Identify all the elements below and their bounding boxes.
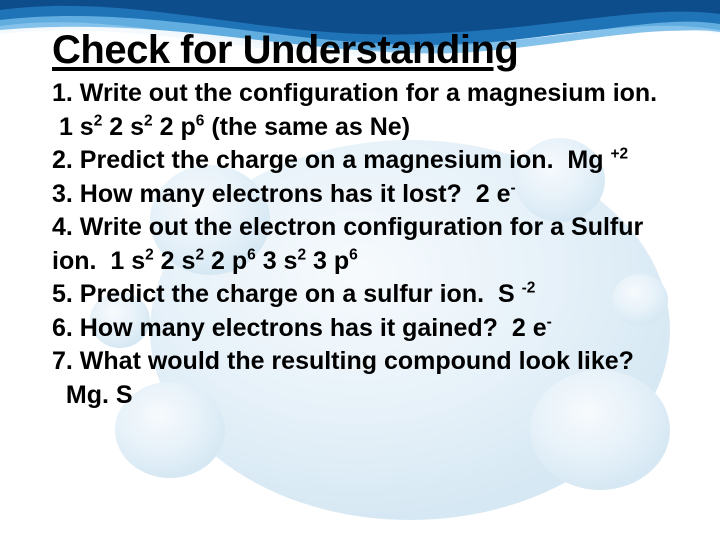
q3-text: 3. How many electrons has it lost? — [52, 180, 462, 208]
q2-text: 2. Predict the charge on a magnesium ion… — [52, 146, 554, 174]
slide-title: Check for Understanding — [52, 28, 684, 73]
q5-answer: S -2 — [491, 280, 535, 308]
q1-answer: 1 s2 2 s2 2 p6 (the same as Ne) — [52, 113, 410, 141]
q4-answer: 1 s2 2 s2 2 p6 3 s2 3 p6 — [103, 247, 357, 275]
q7-text: 7. What would the resulting compound loo… — [52, 347, 634, 375]
q6-text: 6. How many electrons has it gained? — [52, 314, 498, 342]
q1-text: 1. Write out the configuration for a mag… — [52, 79, 657, 107]
q5-text: 5. Predict the charge on a sulfur ion. — [52, 280, 484, 308]
q7-answer: Mg. S — [52, 381, 133, 409]
q3-answer: 2 e- — [469, 180, 516, 208]
q6-answer: 2 e- — [505, 314, 552, 342]
q2-answer: Mg +2 — [560, 146, 628, 174]
slide-body: 1. Write out the configuration for a mag… — [52, 77, 684, 412]
slide-content: Check for Understanding 1. Write out the… — [52, 28, 684, 412]
